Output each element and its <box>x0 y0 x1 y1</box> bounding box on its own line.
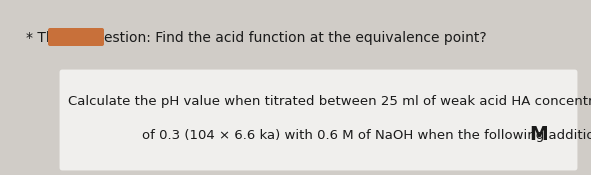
FancyBboxPatch shape <box>48 28 104 46</box>
Text: estion: Find the acid function at the equivalence point?: estion: Find the acid function at the eq… <box>104 31 486 45</box>
Text: M: M <box>529 125 548 145</box>
Text: Calculate the pH value when titrated between 25 ml of weak acid HA concentration: Calculate the pH value when titrated bet… <box>68 94 591 107</box>
Text: * Thi: * Thi <box>26 31 59 45</box>
FancyBboxPatch shape <box>59 69 578 171</box>
Text: of 0.3 (104 × 6.6 ka) with 0.6 M of NaOH when the following additions:: of 0.3 (104 × 6.6 ka) with 0.6 M of NaOH… <box>142 128 591 142</box>
